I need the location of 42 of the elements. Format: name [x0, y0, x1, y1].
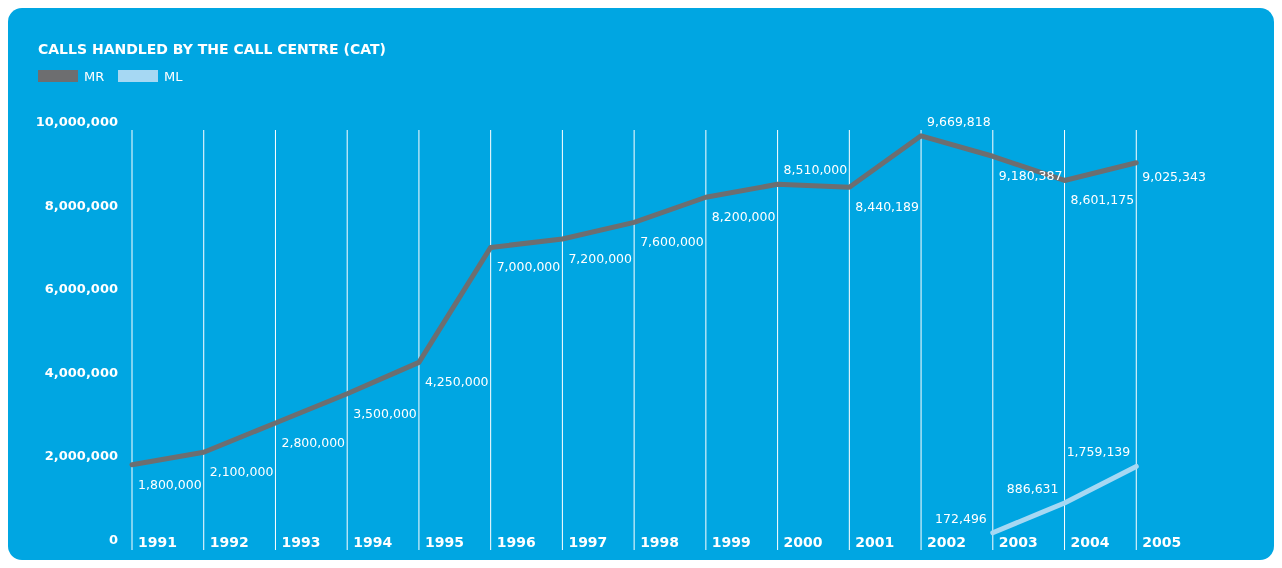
data-label: 9,180,387 — [998, 168, 1063, 184]
x-tick-label: 1998 — [640, 534, 680, 550]
data-label: 3,500,000 — [353, 405, 417, 421]
x-tick-label: 1999 — [711, 534, 751, 550]
x-tick-label: 1996 — [496, 534, 536, 550]
x-tick-label: 1997 — [568, 534, 608, 550]
data-label: 8,200,000 — [711, 209, 776, 225]
x-tick-label: 1991 — [138, 534, 177, 550]
x-tick-label: 2004 — [1070, 534, 1110, 550]
data-label: 1,800,000 — [138, 476, 202, 492]
y-tick-label: 0 — [108, 532, 118, 547]
data-label: 7,600,000 — [640, 234, 704, 250]
data-label: 8,601,175 — [1070, 192, 1135, 208]
x-tick-label: 1992 — [209, 534, 249, 550]
y-tick-label: 2,000,000 — [44, 448, 118, 464]
data-label: 7,000,000 — [496, 259, 561, 275]
chart-title: CALLS HANDLED BY THE CALL CENTRE (CAT) — [38, 41, 386, 57]
y-tick-label: 8,000,000 — [44, 197, 118, 213]
x-tick-label: 2001 — [855, 534, 895, 550]
x-tick-label: 2005 — [1142, 534, 1182, 550]
y-tick-label: 6,000,000 — [44, 281, 118, 297]
legend-label: MR — [84, 69, 105, 84]
x-tick-label: 1993 — [281, 534, 321, 550]
data-label: 172,496 — [935, 510, 987, 526]
data-label: 9,669,818 — [927, 113, 991, 129]
data-label: 2,800,000 — [281, 434, 346, 450]
data-label: 8,510,000 — [783, 162, 848, 178]
data-label: 8,440,189 — [855, 199, 919, 215]
x-tick-label: 2000 — [783, 534, 823, 550]
y-tick-label: 10,000,000 — [35, 114, 118, 129]
data-label: 4,250,000 — [424, 374, 489, 390]
x-tick-label: 1995 — [424, 534, 464, 550]
data-label: 1,759,139 — [1066, 444, 1131, 460]
x-tick-label: 1994 — [353, 534, 393, 550]
data-label: 886,631 — [1006, 480, 1059, 496]
data-label: 9,025,343 — [1142, 168, 1206, 184]
legend-label: ML — [164, 69, 184, 84]
y-tick-label: 4,000,000 — [44, 364, 118, 380]
data-label: 7,200,000 — [568, 251, 633, 267]
x-tick-label: 2002 — [927, 534, 967, 550]
data-label: 2,100,000 — [209, 464, 274, 480]
x-tick-label: 2003 — [998, 534, 1038, 550]
